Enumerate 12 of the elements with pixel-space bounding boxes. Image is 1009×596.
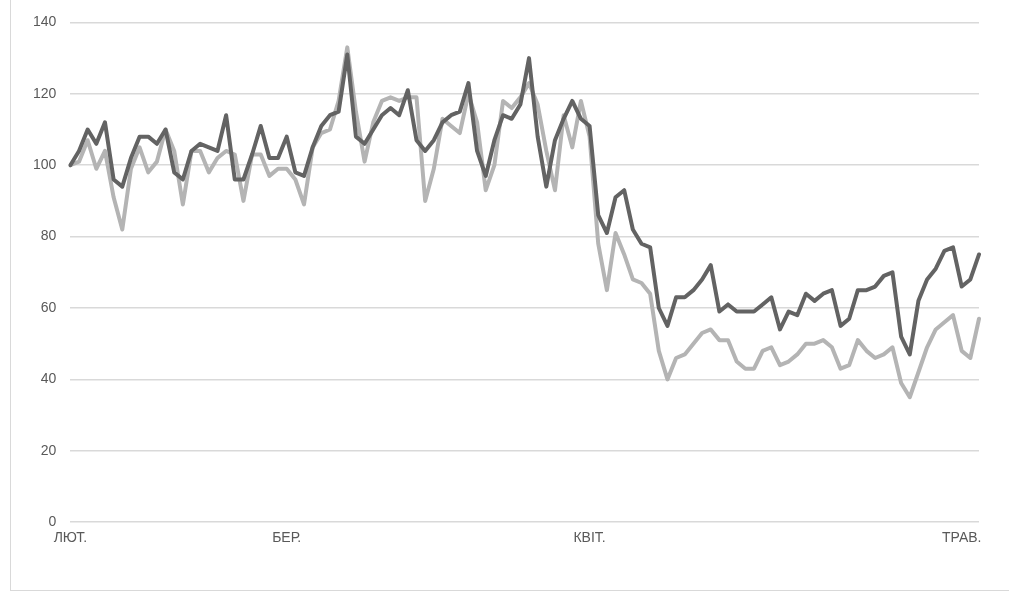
y-tick-label: 80	[40, 227, 57, 244]
y-tick-label: 140	[33, 13, 57, 30]
x-tick-label: ТРАВ.	[941, 529, 982, 546]
x-tick-label: КВІТ.	[573, 529, 606, 546]
y-tick-label: 120	[33, 84, 57, 101]
y-tick-label: 0	[48, 513, 57, 530]
y-tick-label: 20	[40, 441, 57, 458]
y-tick-label: 60	[40, 298, 57, 315]
y-tick-label: 100	[33, 156, 57, 173]
x-tick-label: ЛЮТ.	[53, 529, 88, 546]
x-tick-label: БЕР.	[272, 529, 302, 546]
y-tick-label: 40	[40, 370, 57, 387]
